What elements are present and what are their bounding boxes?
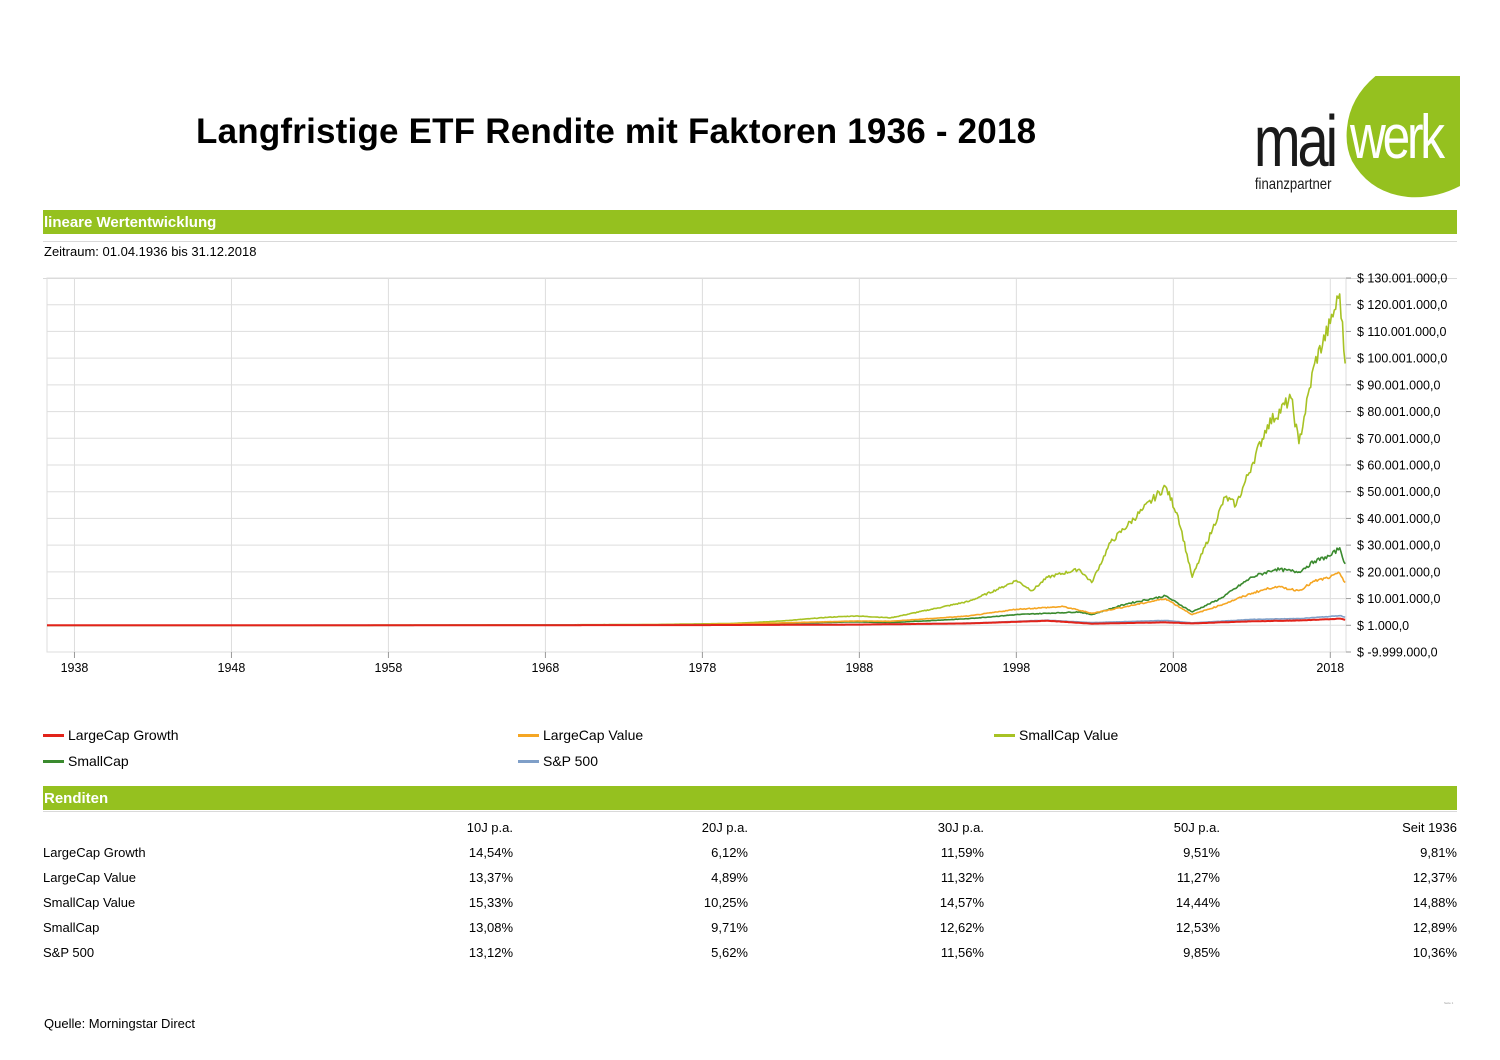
- row-label: SmallCap Value: [43, 895, 136, 910]
- y-tick-label: $ 40.001.000,0: [1357, 512, 1440, 526]
- x-tick-label: 1968: [532, 661, 560, 675]
- logo-subtitle: finanzpartner: [1255, 176, 1332, 193]
- table-row: SmallCap Value 15,33% 10,25% 14,57% 14,4…: [43, 890, 1457, 915]
- cell-value: 14,54%: [468, 845, 513, 860]
- y-tick-label: $ 10.001.000,0: [1357, 592, 1440, 606]
- y-tick-label: $ 90.001.000,0: [1357, 378, 1440, 392]
- x-tick-label: 2008: [1159, 661, 1187, 675]
- legend-item: LargeCap Value: [518, 726, 643, 744]
- x-tick-label: 1958: [375, 661, 403, 675]
- source-note: Quelle: Morningstar Direct: [44, 1016, 195, 1031]
- table-row: LargeCap Value 13,37% 4,89% 11,32% 11,27…: [43, 865, 1457, 890]
- legend-swatch: [43, 760, 64, 763]
- x-tick-label: 1938: [61, 661, 89, 675]
- row-label: S&P 500: [43, 945, 95, 960]
- table-row: SmallCap 13,08% 9,71% 12,62% 12,53% 12,8…: [43, 915, 1457, 940]
- cell-value: 15,33%: [468, 895, 513, 910]
- y-tick-label: $ 60.001.000,0: [1357, 459, 1440, 473]
- legend-swatch: [994, 734, 1015, 737]
- y-tick-label: $ -9.999.000,0: [1357, 646, 1438, 660]
- cell-value: 13,12%: [468, 945, 513, 960]
- cell-value: 11,27%: [1176, 870, 1220, 885]
- row-label: SmallCap: [43, 920, 100, 935]
- table-row: LargeCap Growth 14,54% 6,12% 11,59% 9,51…: [43, 840, 1457, 865]
- cell-value: 14,88%: [1412, 895, 1457, 910]
- x-tick-label: 1978: [688, 661, 716, 675]
- cell-value: 5,62%: [711, 945, 748, 960]
- returns-col-header: 10J p.a.: [466, 820, 513, 835]
- y-tick-label: $ 110.001.000,0: [1357, 325, 1446, 339]
- y-tick-label: $ 20.001.000,0: [1357, 565, 1440, 579]
- cell-value: 10,36%: [1412, 945, 1457, 960]
- cell-value: 12,89%: [1412, 920, 1457, 935]
- returns-col-header: 50J p.a.: [1173, 820, 1220, 835]
- series-line-smallcap-value: [47, 293, 1346, 627]
- maiwerk-logo: mai werk finanzpartner: [1254, 76, 1460, 198]
- cell-value: 14,44%: [1175, 895, 1220, 910]
- cell-value: 9,81%: [1420, 845, 1457, 860]
- cell-value: 14,57%: [939, 895, 984, 910]
- cell-value: 13,08%: [468, 920, 513, 935]
- cell-value: 11,59%: [940, 845, 984, 860]
- x-tick-label: 1998: [1002, 661, 1030, 675]
- x-tick-label: 1988: [845, 661, 873, 675]
- returns-table: 10J p.a. 20J p.a. 30J p.a. 50J p.a. Seit…: [43, 815, 1457, 965]
- y-tick-label: $ 100.001.000,0: [1357, 352, 1447, 366]
- legend-item: S&P 500: [518, 752, 598, 770]
- x-tick-label: 1948: [218, 661, 246, 675]
- legend-label: SmallCap Value: [1019, 727, 1119, 743]
- legend-swatch: [43, 734, 64, 737]
- y-tick-label: $ 120.001.000,0: [1357, 298, 1447, 312]
- cell-value: 12,62%: [939, 920, 984, 935]
- legend-swatch: [518, 734, 539, 737]
- y-tick-label: $ 50.001.000,0: [1357, 485, 1440, 499]
- y-tick-label: $ 70.001.000,0: [1357, 432, 1440, 446]
- legend-label: LargeCap Value: [543, 727, 644, 743]
- logo-werk-text: werk: [1349, 102, 1446, 172]
- series-line-largecap-growth: [47, 617, 1346, 627]
- returns-header-row: 10J p.a. 20J p.a. 30J p.a. 50J p.a. Seit…: [43, 815, 1457, 840]
- legend-item: SmallCap: [43, 752, 129, 770]
- legend-label: LargeCap Growth: [68, 727, 179, 743]
- cell-value: 9,51%: [1183, 845, 1220, 860]
- returns-col-header: 30J p.a.: [937, 820, 984, 835]
- y-tick-label: $ 1.000,0: [1357, 619, 1409, 633]
- cell-value: 11,32%: [940, 870, 984, 885]
- y-tick-label: $ 130.001.000,0: [1357, 272, 1447, 286]
- cell-value: 6,12%: [711, 845, 748, 860]
- legend-item: SmallCap Value: [994, 726, 1118, 744]
- cell-value: 9,85%: [1183, 945, 1220, 960]
- cell-value: 11,56%: [940, 945, 984, 960]
- legend-label: S&P 500: [543, 753, 599, 769]
- divider: [43, 241, 1457, 242]
- legend-swatch: [518, 760, 539, 763]
- footer-mark: Seite 1: [1444, 1001, 1454, 1005]
- x-tick-label: 2018: [1316, 661, 1344, 675]
- line-chart: $ 130.001.000,0 $ 120.001.000,0 $ 110.001.…: [46, 272, 1447, 675]
- returns-col-header: Seit 1936: [1402, 820, 1457, 835]
- logo-mai-text: mai: [1254, 101, 1335, 181]
- cell-value: 9,71%: [711, 920, 748, 935]
- y-tick-label: $ 30.001.000,0: [1357, 539, 1440, 553]
- cell-value: 13,37%: [468, 870, 513, 885]
- period-label: Zeitraum: 01.04.1936 bis 31.12.2018: [44, 244, 257, 259]
- cell-value: 12,37%: [1412, 870, 1457, 885]
- legend-label: SmallCap: [68, 753, 129, 769]
- cell-value: 12,53%: [1175, 920, 1220, 935]
- y-tick-label: $ 80.001.000,0: [1357, 405, 1440, 419]
- section-header-returns: Renditen: [43, 786, 1457, 810]
- page-title: Langfristige ETF Rendite mit Faktoren 19…: [196, 112, 1037, 151]
- row-label: LargeCap Value: [43, 870, 136, 885]
- section-header-chart: lineare Wertentwicklung: [43, 210, 1457, 234]
- returns-col-header: [43, 815, 278, 840]
- returns-col-header: 20J p.a.: [701, 820, 748, 835]
- divider: [43, 811, 1457, 812]
- cell-value: 4,89%: [711, 870, 748, 885]
- table-row: S&P 500 13,12% 5,62% 11,56% 9,85% 10,36%: [43, 940, 1457, 965]
- cell-value: 10,25%: [703, 895, 748, 910]
- row-label: LargeCap Growth: [43, 845, 146, 860]
- series-line-smallcap: [47, 546, 1346, 627]
- legend-item: LargeCap Growth: [43, 726, 179, 744]
